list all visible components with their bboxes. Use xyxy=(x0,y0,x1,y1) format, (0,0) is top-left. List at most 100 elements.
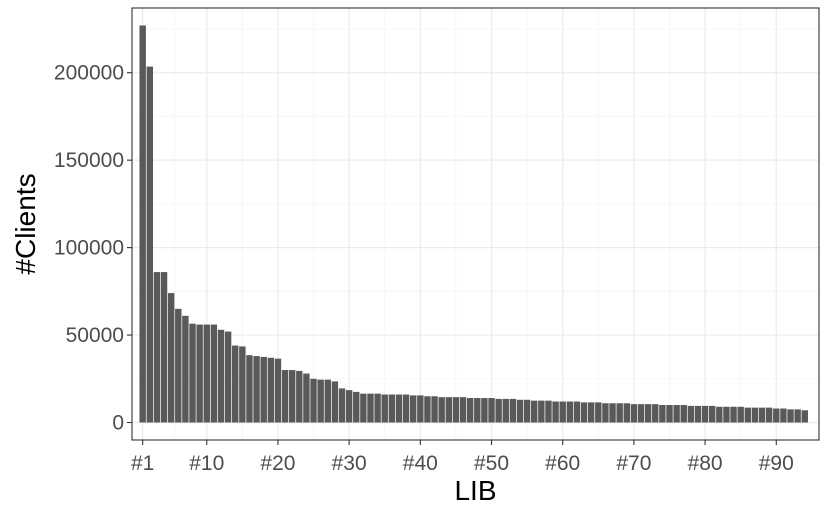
bar xyxy=(224,331,232,423)
bar xyxy=(744,407,752,423)
bar xyxy=(737,406,744,423)
bar xyxy=(531,400,538,423)
bar xyxy=(801,410,808,423)
bar xyxy=(701,405,709,423)
bar xyxy=(431,396,438,423)
bar xyxy=(716,406,723,423)
bar xyxy=(345,390,353,423)
bar xyxy=(410,395,417,423)
y-tick-label: 0 xyxy=(112,412,124,435)
bar xyxy=(196,324,203,423)
bar xyxy=(146,66,154,423)
bar xyxy=(367,393,374,423)
bar xyxy=(602,403,609,423)
bar xyxy=(623,403,630,423)
bar xyxy=(652,404,659,423)
bar xyxy=(723,406,730,423)
bar xyxy=(246,355,253,423)
bar xyxy=(502,398,509,423)
x-tick-label: #40 xyxy=(403,452,438,475)
x-tick-label: #90 xyxy=(759,452,794,475)
bar xyxy=(545,400,552,423)
bar xyxy=(139,25,146,423)
panel-border xyxy=(131,7,820,441)
bar xyxy=(580,402,588,423)
bar xyxy=(630,404,638,423)
bar xyxy=(509,398,517,423)
bar xyxy=(381,394,388,423)
x-tick-label: #50 xyxy=(474,452,509,475)
bar xyxy=(424,396,431,423)
bar xyxy=(794,409,801,423)
y-axis-title: #Clients xyxy=(10,173,41,274)
bar xyxy=(481,398,488,423)
x-tick-label: #20 xyxy=(260,452,295,475)
bar xyxy=(452,397,460,423)
bar xyxy=(680,405,687,423)
x-tick-label: #10 xyxy=(189,452,224,475)
bar xyxy=(182,315,189,423)
bar xyxy=(417,395,424,423)
y-tick-label: 50000 xyxy=(66,324,124,347)
bar xyxy=(189,323,196,423)
bar xyxy=(175,308,182,423)
bar xyxy=(559,401,566,423)
bar xyxy=(232,345,239,423)
bar xyxy=(310,378,317,423)
x-axis: #1 #10 #20 #30 #40 #50 #60 #70 #80 #90 xyxy=(131,440,794,475)
bar xyxy=(210,324,218,423)
bar xyxy=(709,405,716,423)
bar xyxy=(253,356,260,423)
bar xyxy=(203,324,210,423)
bar xyxy=(538,400,545,423)
bar xyxy=(260,356,267,423)
bars xyxy=(139,25,808,423)
x-tick-label: #80 xyxy=(688,452,723,475)
bar xyxy=(303,373,310,423)
bar xyxy=(673,405,680,423)
bar xyxy=(153,272,161,423)
bar xyxy=(217,329,225,423)
bar xyxy=(395,394,403,423)
bar xyxy=(516,399,524,423)
bar xyxy=(758,407,766,423)
bar xyxy=(666,405,673,423)
x-tick-label: #1 xyxy=(131,452,154,475)
bar xyxy=(338,388,346,423)
bar xyxy=(360,393,367,423)
bar xyxy=(239,346,246,423)
bar xyxy=(552,401,559,423)
bar xyxy=(353,391,360,423)
bar xyxy=(474,398,481,423)
bar xyxy=(324,379,331,423)
bar xyxy=(694,405,702,423)
bar xyxy=(281,370,289,423)
bar xyxy=(374,393,381,423)
bar xyxy=(438,397,445,423)
y-tick-label: 100000 xyxy=(54,237,124,260)
bar xyxy=(609,403,616,423)
bar xyxy=(573,401,581,423)
bar xyxy=(296,370,303,423)
bar xyxy=(687,405,695,423)
bar xyxy=(388,394,396,423)
bar xyxy=(773,408,780,423)
bar xyxy=(780,408,787,423)
bar xyxy=(466,398,474,423)
bar xyxy=(659,405,666,423)
x-tick-label: #70 xyxy=(616,452,651,475)
bar xyxy=(730,406,737,423)
bar xyxy=(274,358,282,423)
x-tick-label: #60 xyxy=(545,452,580,475)
x-axis-title: LIB xyxy=(454,475,496,506)
y-tick-label: 150000 xyxy=(54,149,124,172)
bar xyxy=(765,407,773,423)
bar xyxy=(445,397,453,423)
bar xyxy=(787,409,794,423)
bar xyxy=(267,357,275,423)
bar xyxy=(402,394,410,423)
bar xyxy=(644,404,652,423)
bar xyxy=(167,293,175,423)
y-tick-label: 200000 xyxy=(54,62,124,85)
